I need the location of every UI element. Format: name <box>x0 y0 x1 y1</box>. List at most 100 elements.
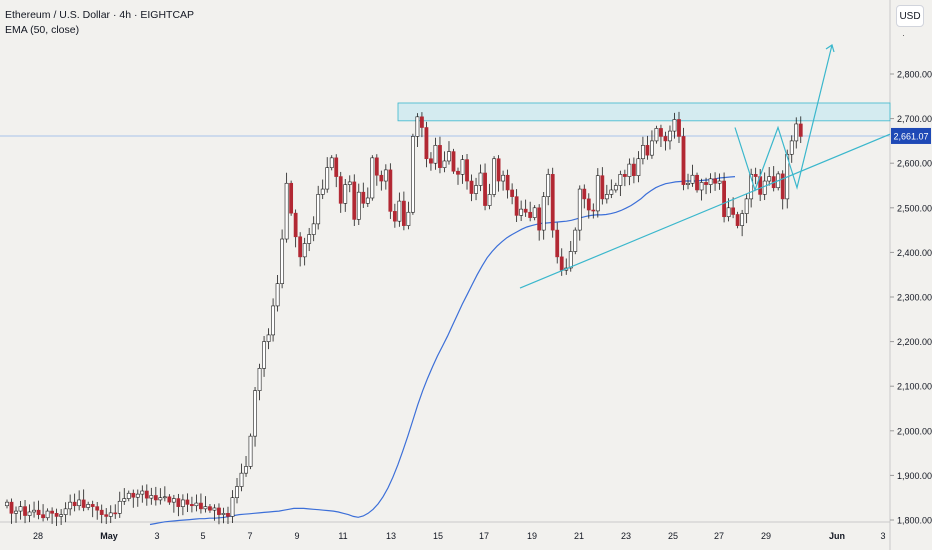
candle-body <box>537 207 542 231</box>
candle <box>794 117 799 149</box>
candle-body <box>699 182 704 191</box>
candle-body <box>465 159 469 182</box>
candle <box>438 136 442 174</box>
candle <box>298 232 303 267</box>
candle-body <box>510 189 515 197</box>
candle-body <box>650 140 654 156</box>
candle <box>194 494 199 512</box>
price-scale-background[interactable] <box>890 0 932 550</box>
candle <box>244 455 248 477</box>
last-price-label-text: 2,661.07 <box>893 131 928 141</box>
candle-body <box>568 251 573 269</box>
candle-body <box>352 181 357 220</box>
candle-body <box>749 174 754 200</box>
candle <box>122 488 127 505</box>
candle <box>690 164 695 187</box>
candle-body <box>798 123 803 137</box>
candle-body <box>645 145 650 156</box>
candle-body <box>690 174 695 184</box>
candle-body <box>388 169 393 212</box>
candle <box>14 506 18 523</box>
candle-body <box>762 180 767 195</box>
candle-body <box>374 157 379 176</box>
candle-body <box>5 501 9 507</box>
candle-body <box>681 136 686 185</box>
candle <box>753 167 758 185</box>
candle-body <box>550 174 555 231</box>
candle-body <box>668 130 672 142</box>
candle <box>176 493 181 517</box>
candle-body <box>41 514 45 519</box>
currency-button[interactable]: USD <box>896 5 924 27</box>
candle-body <box>244 466 248 474</box>
candle <box>541 192 546 240</box>
candle <box>284 172 289 243</box>
ema-indicator-label[interactable]: EMA (50, close) <box>5 24 80 36</box>
candle <box>275 275 280 312</box>
candle <box>460 154 465 184</box>
candle-body <box>54 513 59 517</box>
candle <box>50 507 55 524</box>
candle-body <box>731 207 736 215</box>
candle <box>338 171 343 213</box>
scale-dot: · <box>902 30 905 40</box>
projection-path[interactable] <box>734 44 833 192</box>
candle <box>424 121 429 168</box>
candle-body <box>23 506 27 516</box>
candle <box>221 507 226 524</box>
candle <box>162 486 167 502</box>
candle <box>469 174 474 202</box>
resistance-zone[interactable] <box>397 102 891 122</box>
candle <box>586 193 591 219</box>
candle-body <box>271 305 275 336</box>
candle-body <box>483 172 487 206</box>
candle-body <box>104 514 109 517</box>
price-tick-label: 2,300.00 <box>897 293 932 303</box>
candle-body <box>320 188 325 195</box>
candle <box>456 167 460 185</box>
candle-body <box>609 189 614 195</box>
candle <box>293 209 298 248</box>
candle-body <box>95 506 100 511</box>
price-tick-label: 2,400.00 <box>897 248 932 258</box>
candle <box>659 124 663 147</box>
symbol-title[interactable]: Ethereum / U.S. Dollar · 4h · EIGHTCAP <box>5 9 195 21</box>
time-tick-label: 13 <box>386 531 396 541</box>
candle-body <box>32 509 36 513</box>
candle <box>609 179 614 199</box>
candle <box>744 194 749 224</box>
resistance-zone-layer[interactable] <box>397 102 891 122</box>
price-tick-label: 2,500.00 <box>897 203 932 213</box>
candle-body <box>81 499 86 508</box>
candle <box>23 500 27 524</box>
candle-body <box>162 496 167 499</box>
candle-body <box>190 504 194 507</box>
candle-body <box>126 492 131 499</box>
candle <box>627 158 632 186</box>
candle <box>731 197 736 219</box>
drawings-layer[interactable] <box>519 44 891 289</box>
candle-body <box>528 211 533 218</box>
candle <box>144 484 149 506</box>
candle-body <box>397 200 402 222</box>
candle-body <box>622 174 627 177</box>
candle <box>235 477 239 504</box>
candle-body <box>361 191 366 204</box>
candle <box>81 489 86 512</box>
candle <box>406 201 411 230</box>
candle <box>532 205 537 221</box>
candle <box>361 182 366 208</box>
candle <box>415 113 420 147</box>
candle <box>41 504 45 522</box>
candle <box>789 135 794 163</box>
candle-body <box>50 510 55 514</box>
candle <box>699 178 704 201</box>
candle-body <box>708 178 713 185</box>
candle-body <box>298 236 303 258</box>
candle-body <box>722 180 726 218</box>
candle-body <box>307 234 312 244</box>
support-trendline[interactable] <box>519 133 891 289</box>
